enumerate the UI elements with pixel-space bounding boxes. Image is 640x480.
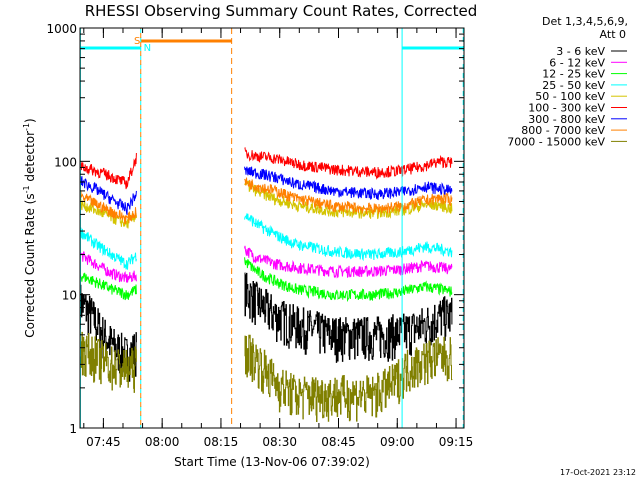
series-line-3-6-keV-b (244, 272, 453, 363)
y-axis-label: Corrected Count Rate (s-1 detector-1) (22, 118, 37, 337)
legend-header: Att 0 (600, 28, 626, 41)
y-tick-label: 100 (54, 155, 77, 169)
series-line-800-7000-keV-a (79, 190, 137, 224)
x-tick-label: 08:00 (145, 435, 180, 449)
chart-title: RHESSI Observing Summary Count Rates, Co… (85, 2, 478, 20)
legend-label-6-12-keV: 6 - 12 keV (549, 56, 605, 69)
series-line-12-25-keV-b (244, 257, 453, 303)
series-lines (79, 146, 453, 422)
series-line-12-25-keV-a (79, 272, 137, 301)
series-line-100-300-keV-a (79, 152, 137, 190)
x-tick-label: 08:30 (262, 435, 297, 449)
legend-label-12-25-keV: 12 - 25 keV (542, 68, 605, 81)
x-axis-label: Start Time (13-Nov-06 07:39:02) (174, 455, 370, 469)
series-line-6-12-keV-b (244, 245, 453, 279)
plot-frame (79, 27, 465, 429)
legend-label-300-800-keV: 300 - 800 keV (528, 113, 605, 126)
y-tick-label: 10 (62, 289, 77, 303)
legend-label-25-50-keV: 25 - 50 keV (542, 79, 605, 92)
footer-timestamp: 17-Oct-2021 23:12 (560, 468, 636, 477)
series-line-300-800-keV-a (79, 176, 137, 215)
y-tick-label: 1 (69, 422, 77, 436)
night-flag-label: N (144, 43, 151, 54)
saa-flag-label: S (134, 36, 140, 47)
series-line-25-50-keV-a (79, 227, 137, 270)
series-line-7000-15000-keV-b (244, 334, 453, 422)
series-line-7000-15000-keV-a (80, 331, 137, 393)
series-line-6-12-keV-a (79, 251, 137, 283)
legend-label-50-100-keV: 50 - 100 keV (535, 90, 605, 103)
x-tick-label: 09:00 (380, 435, 415, 449)
series-line-50-100-keV-a (79, 198, 137, 229)
series-line-300-800-keV-b (244, 166, 453, 201)
series-line-3-6-keV-a (80, 284, 137, 383)
x-tick-label: 08:45 (321, 435, 356, 449)
x-tick-label: 08:15 (204, 435, 239, 449)
legend-label-800-7000-keV: 800 - 7000 keV (521, 124, 605, 137)
x-axis-ticks: 07:45 08:00 08:15 08:30 08:45 09:00 09:15 (83, 28, 474, 449)
legend-label-3-6-keV: 3 - 6 keV (556, 45, 605, 58)
x-tick-label: 07:45 (86, 435, 121, 449)
series-line-50-100-keV-b (244, 180, 453, 220)
x-tick-label: 09:15 (439, 435, 474, 449)
y-tick-label: 1000 (46, 22, 77, 36)
series-line-100-300-keV-b (244, 146, 453, 180)
legend-label-7000-15000-keV: 7000 - 15000 keV (507, 135, 605, 148)
series-line-800-7000-keV-b (244, 177, 453, 215)
y-axis-ticks: 1 10 100 1000 (46, 22, 464, 436)
series-line-25-50-keV-b (244, 213, 453, 262)
legend-label-100-300-keV: 100 - 300 keV (528, 102, 605, 115)
legend-header: Det 1,3,4,5,6,9, (542, 15, 628, 28)
